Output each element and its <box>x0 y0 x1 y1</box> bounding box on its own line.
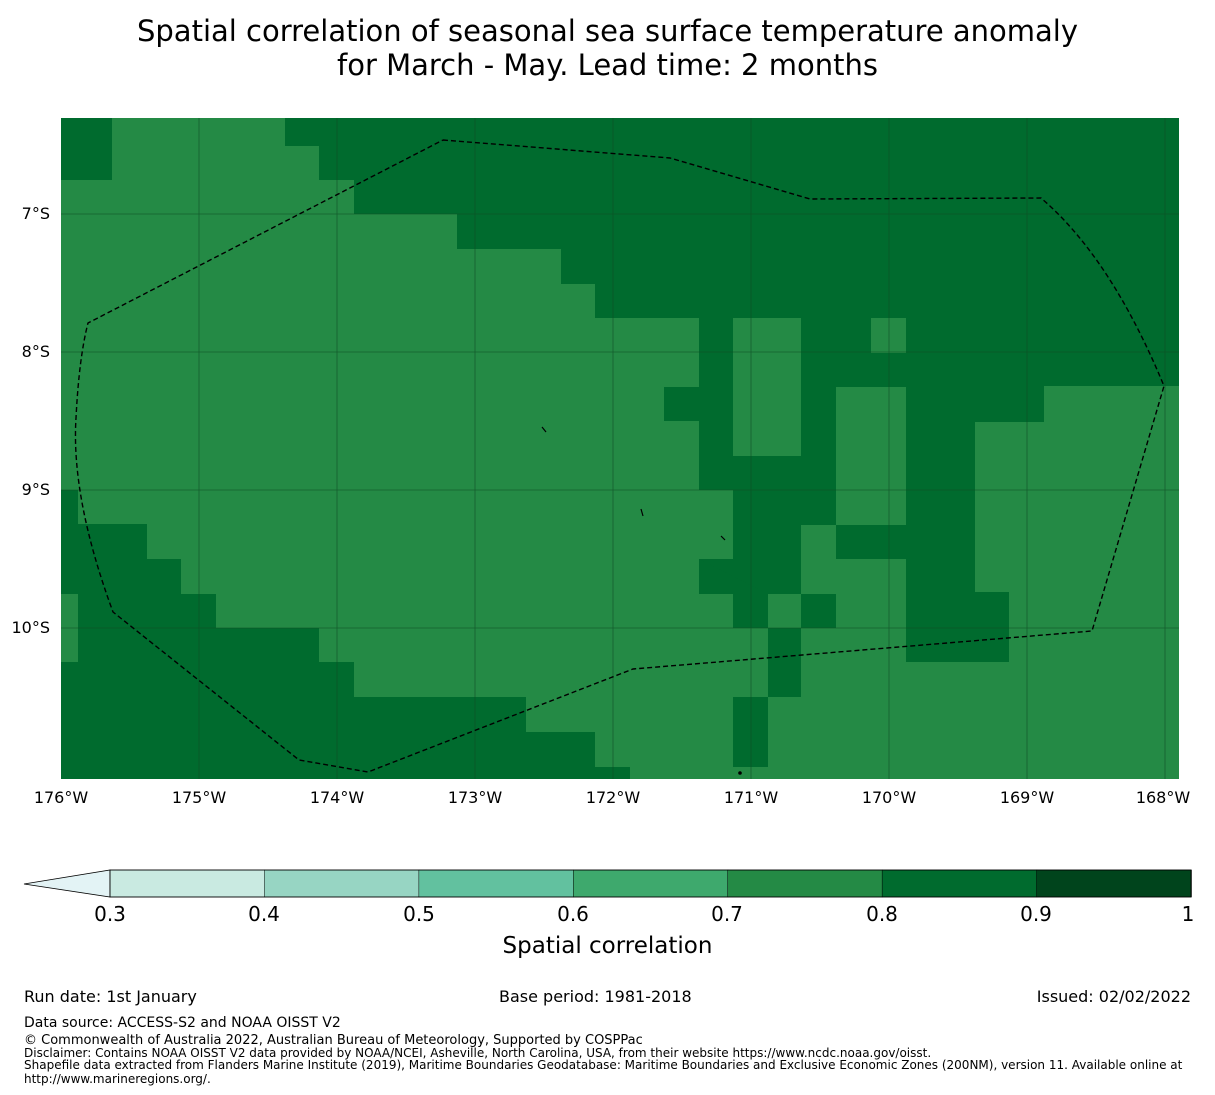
correlation-map <box>61 118 1179 779</box>
lon-label-168w: 168°W <box>1135 788 1191 807</box>
lon-label-173w: 173°W <box>447 788 503 807</box>
disclaimer: Disclaimer: Contains NOAA OISST V2 data … <box>24 1046 932 1060</box>
data-source: Data source: ACCESS-S2 and NOAA OISST V2 <box>24 1015 341 1031</box>
colorbar-tick-1: 1 <box>1181 902 1195 926</box>
colorbar-tick-0-9: 0.9 <box>1020 902 1052 926</box>
colorbar-tick-0-6: 0.6 <box>557 902 589 926</box>
high-correlation-cells <box>61 118 1179 779</box>
colorbar-bin-3 <box>573 869 729 898</box>
island-marks <box>541 426 742 775</box>
lat-label-10s: 10°S <box>11 618 50 637</box>
shapefile-credit: Shapefile data extracted from Flanders M… <box>24 1058 1183 1086</box>
lon-label-175w: 175°W <box>171 788 227 807</box>
eez-boundary-line <box>74 139 1165 773</box>
base-period: Base period: 1981-2018 <box>499 987 692 1006</box>
title-line-2: for March - May. Lead time: 2 months <box>337 48 878 82</box>
lat-label-8s: 8°S <box>21 342 50 361</box>
colorbar-bin-5 <box>881 869 1038 898</box>
colorbar-bin-2 <box>418 869 575 898</box>
map-gridlines <box>61 118 1179 779</box>
colorbar-extend-arrow <box>23 869 111 898</box>
lon-label-174w: 174°W <box>309 788 365 807</box>
colorbar-tick-0-7: 0.7 <box>711 902 743 926</box>
colorbar-bin-6 <box>1036 869 1192 898</box>
lon-label-169w: 169°W <box>999 788 1055 807</box>
colorbar-bin-0 <box>109 869 266 898</box>
colorbar-bin-4 <box>727 869 883 898</box>
lon-label-170w: 170°W <box>861 788 917 807</box>
colorbar-tick-0-8: 0.8 <box>866 902 898 926</box>
colorbar-tick-0-3: 0.3 <box>94 902 126 926</box>
lat-label-9s: 9°S <box>21 480 50 499</box>
lon-label-172w: 172°W <box>585 788 641 807</box>
lon-label-171w: 171°W <box>723 788 779 807</box>
colorbar-tick-0-4: 0.4 <box>248 902 280 926</box>
issued-date: Issued: 02/02/2022 <box>1036 987 1191 1006</box>
title-line-1: Spatial correlation of seasonal sea surf… <box>136 14 1079 48</box>
colorbar-label: Spatial correlation <box>502 933 713 959</box>
run-date: Run date: 1st January <box>24 987 197 1006</box>
lat-label-7s: 7°S <box>21 204 50 223</box>
colorbar-outline <box>109 869 1192 898</box>
lon-label-176w: 176°W <box>33 788 89 807</box>
copyright-notice: © Commonwealth of Australia 2022, Austra… <box>24 1033 643 1048</box>
map-title: Spatial correlation of seasonal sea surf… <box>0 14 1215 82</box>
colorbar <box>23 869 1192 898</box>
colorbar-bin-1 <box>264 869 420 898</box>
colorbar-tick-0-5: 0.5 <box>403 902 435 926</box>
